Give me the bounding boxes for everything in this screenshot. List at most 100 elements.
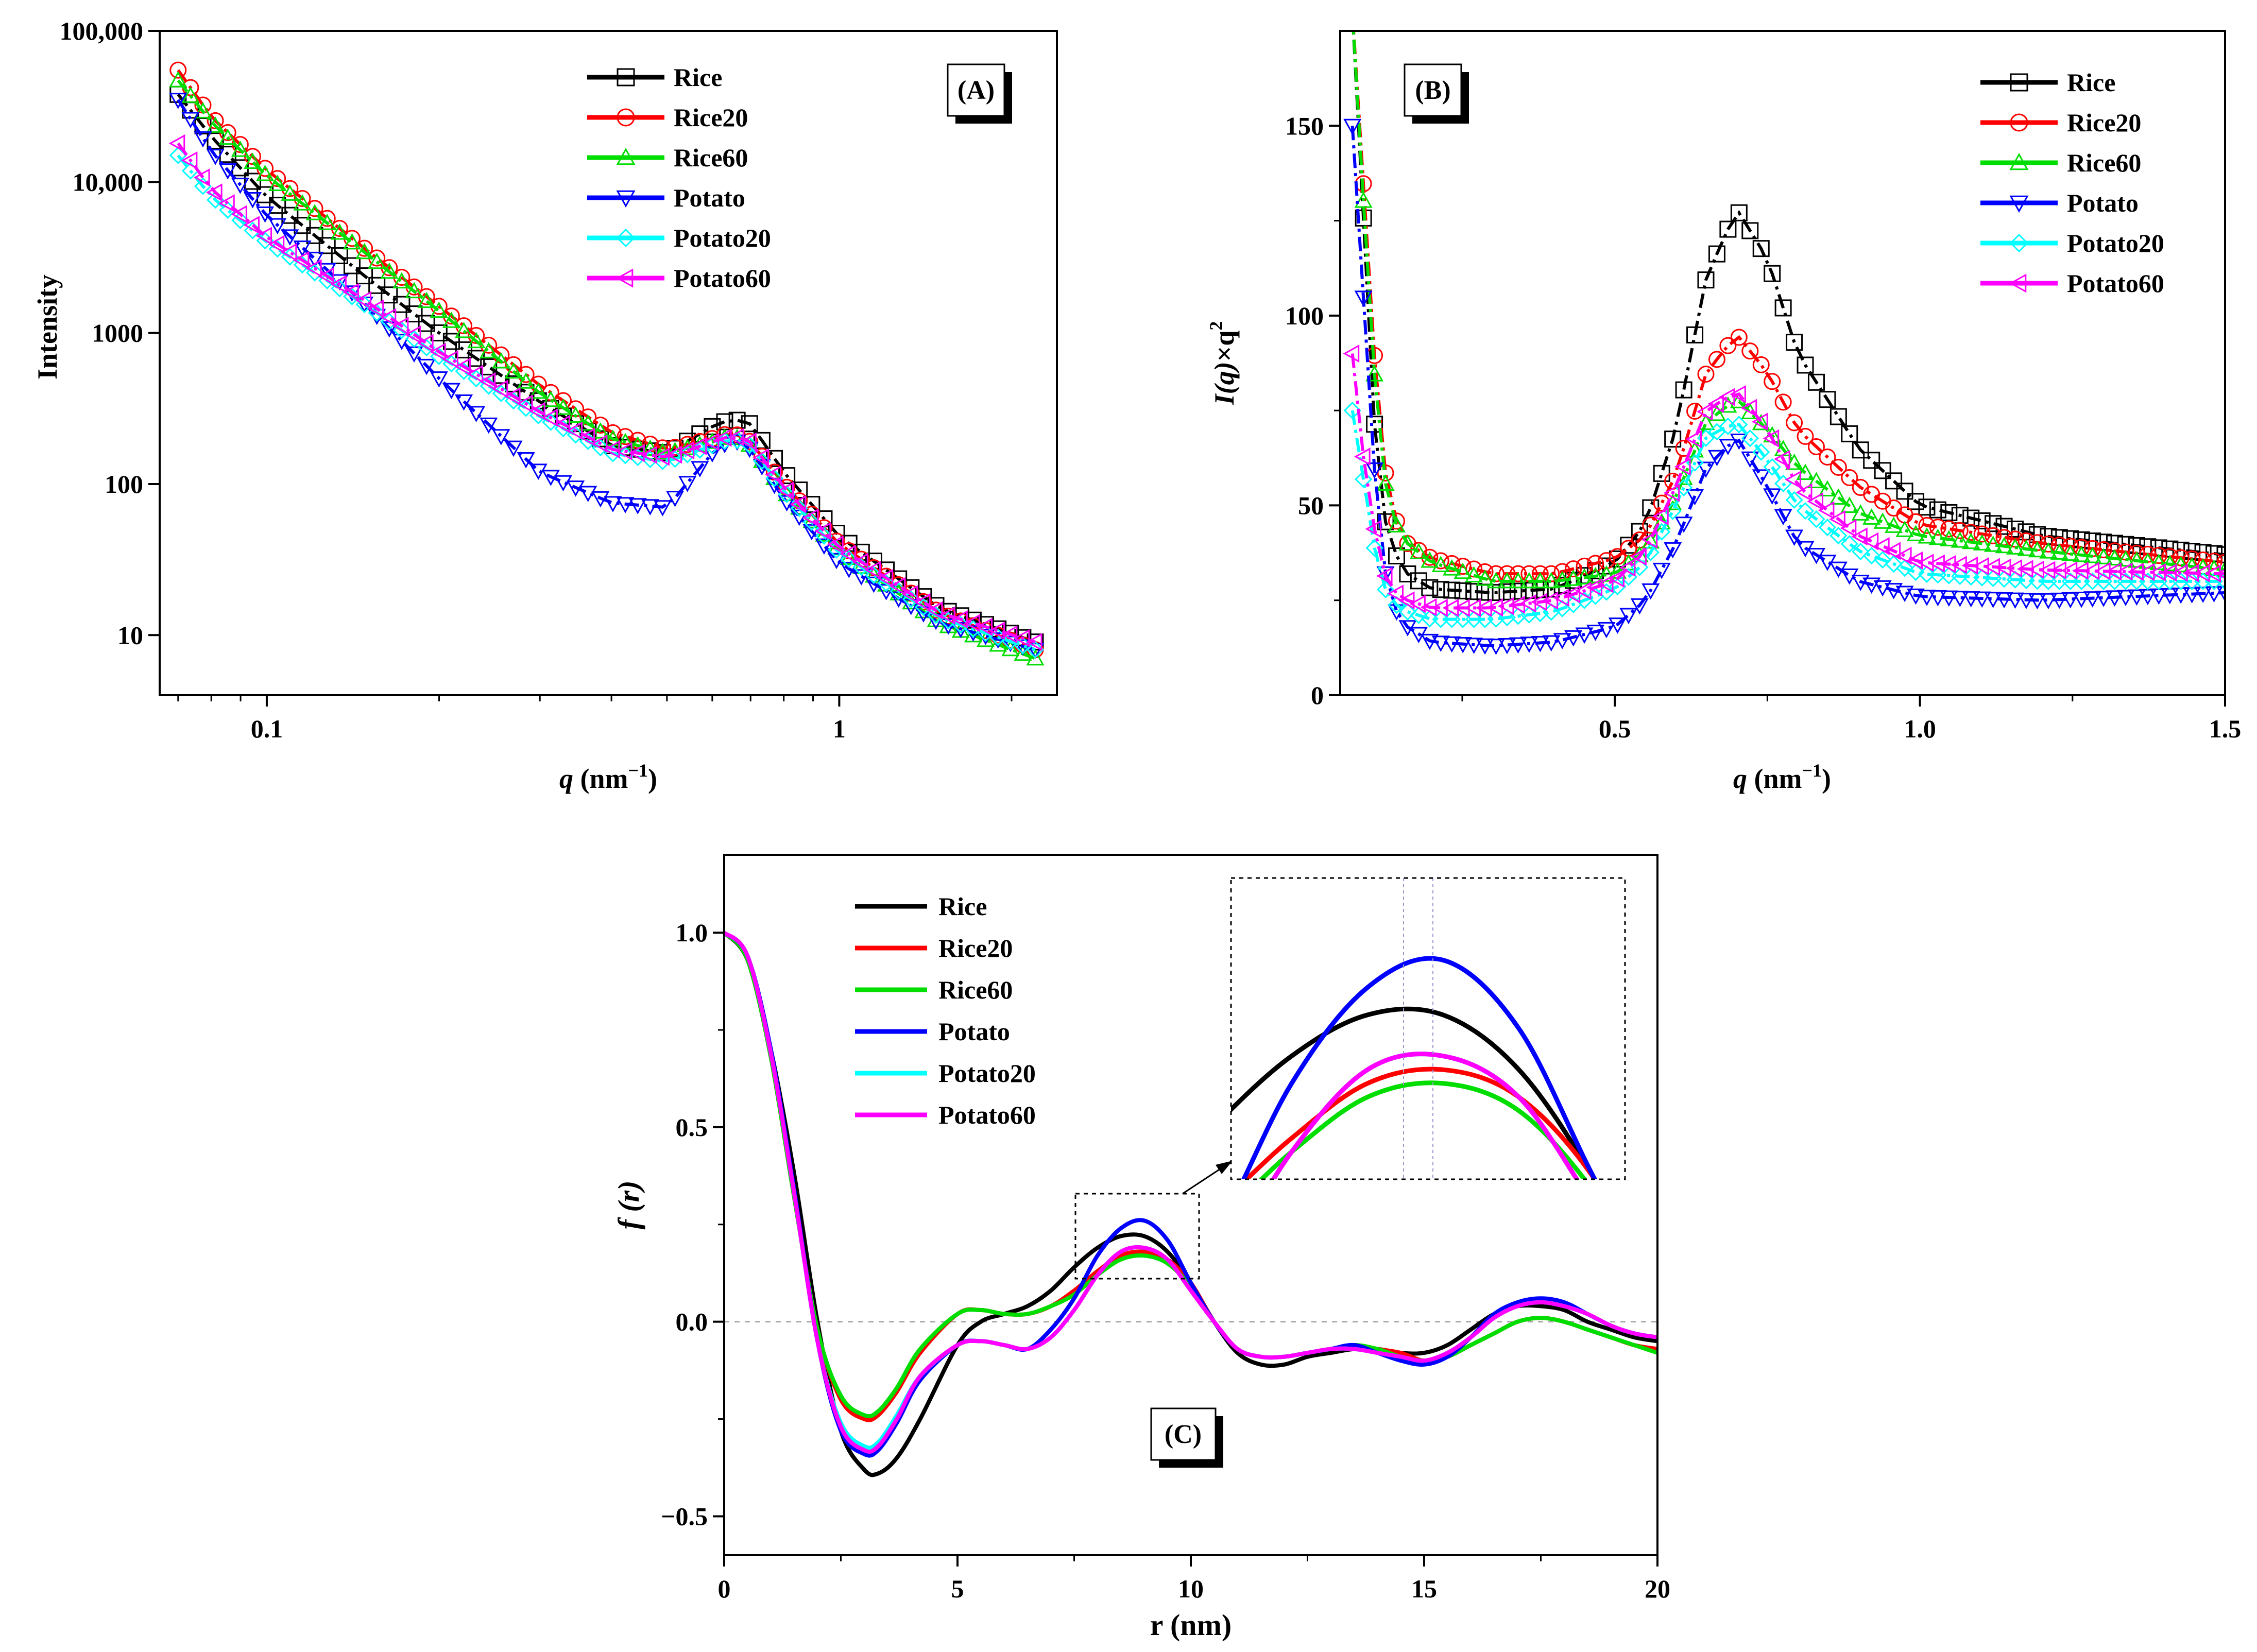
panel-b-point-potato (1509, 637, 1527, 654)
panel-a-series-rice20 (169, 61, 1044, 659)
panel-b-point-potato20 (1741, 429, 1759, 448)
panel-b-point-potato60 (1994, 558, 2011, 577)
panel-b-point-potato (2083, 591, 2102, 608)
panel-a-point-potato60 (628, 444, 645, 462)
panel-b-point-potato60 (2182, 564, 2199, 582)
panel-b-point-rice20 (1962, 524, 1980, 541)
panel-b-point-rice20 (1973, 525, 1991, 543)
panel-b-point-potato60 (1961, 556, 1978, 575)
panel-b-point-rice20 (1587, 555, 1604, 572)
panel-b-point-potato (1619, 608, 1638, 625)
panel-b-point-potato60 (1707, 394, 1724, 413)
panel-b-point-potato (1918, 590, 1936, 606)
panel-b-point-potato60 (1884, 542, 1901, 560)
panel-c-legend-item-potato: Potato (855, 1017, 1010, 1046)
panel-a-point-potato60 (578, 428, 595, 446)
panel-a-point-potato60 (728, 428, 744, 446)
panel-a-point-potato60 (802, 508, 819, 527)
panel-a-point-potato (604, 496, 622, 512)
panel-b-point-potato (2050, 592, 2068, 609)
panel-c-inset-line-potato60 (1271, 1052, 1580, 1179)
panel-b-point-rice20 (1752, 356, 1770, 373)
panel-b-point-rice60 (2161, 555, 2179, 572)
panel-a-point-potato60 (1013, 629, 1030, 647)
panel-a-point-rice60 (194, 102, 212, 118)
panel-b-point-rice (1432, 581, 1449, 598)
panel-b-point-potato60 (1542, 591, 1559, 610)
panel-b-point-potato (1553, 633, 1571, 649)
panel-c-legend-item-rice20: Rice20 (855, 934, 1013, 962)
panel-a-point-rice60 (579, 414, 597, 431)
panel-a-point-rice60 (392, 272, 411, 289)
panel-b-point-rice60 (1575, 568, 1594, 584)
panel-a-point-potato60 (293, 251, 310, 269)
panel-a-point-potato (231, 178, 249, 194)
panel-b-point-rice60 (2072, 545, 2091, 562)
panel-a-x-tick-label: 1 (833, 714, 846, 743)
panel-b-point-rice60 (1597, 565, 1616, 582)
panel-a-legend-marker (616, 147, 636, 165)
panel-c-inset-line-rice (1231, 1006, 1598, 1179)
panel-b-point-rice (1962, 509, 1980, 527)
panel-b-point-potato20 (1398, 603, 1417, 621)
panel-b-point-potato60 (2149, 563, 2166, 581)
panel-b-point-potato60 (1630, 547, 1647, 566)
panel-a-point-potato (641, 499, 659, 515)
panel-a-point-potato (318, 263, 336, 280)
panel-b-point-potato (1575, 627, 1594, 644)
panel-a-point-potato60 (454, 357, 471, 376)
panel-a-point-rice (368, 277, 386, 294)
panel-b-point-rice60 (1873, 512, 1892, 529)
panel-b-point-potato (2072, 592, 2091, 608)
panel-b-point-rice (1907, 493, 1924, 510)
panel-c-line-potato60 (724, 931, 1657, 1454)
panel-b-point-potato60 (1740, 399, 1757, 417)
panel-b-point-rice20 (1345, 4, 1360, 20)
panel-b-point-rice (1841, 425, 1858, 442)
panel-b-point-rice60 (1476, 570, 1494, 586)
panel-b-point-potato20 (1752, 443, 1770, 461)
panel-b-point-rice (1366, 416, 1383, 433)
panel-b-point-potato60 (1343, 345, 1360, 363)
panel-c-legend-label: Potato (938, 1017, 1010, 1046)
panel-b-point-rice60 (1642, 532, 1660, 549)
panel-b-point-rice20 (1543, 565, 1560, 582)
panel-a-point-potato60 (777, 481, 794, 500)
panel-a-point-rice60 (454, 321, 473, 338)
panel-c-zoom-arrowhead (1216, 1161, 1233, 1174)
panel-b-point-potato60 (2083, 562, 2100, 580)
panel-a-legend-label: Potato20 (674, 223, 771, 252)
panel-b-point-potato20 (2017, 571, 2036, 590)
panel-a-point-potato60 (417, 334, 434, 352)
panel-a-point-potato60 (355, 291, 372, 309)
panel-a-point-potato60 (193, 168, 210, 187)
panel-a-legend-marker (615, 268, 634, 288)
panel-b-plot-area (1343, 4, 2225, 655)
panel-b-point-rice (1664, 431, 1682, 448)
panel-b-point-rice20 (1774, 393, 1792, 411)
panel-b-point-rice20 (1388, 512, 1405, 530)
panel-a-point-rice60 (976, 630, 995, 647)
panel-b-point-potato (1431, 635, 1450, 652)
panel-b-point-potato (2105, 590, 2124, 607)
panel-a-point-rice60 (517, 372, 535, 389)
panel-b-point-potato20 (1365, 539, 1383, 557)
panel-a-point-rice60 (231, 141, 249, 157)
panel-b-point-potato60 (1928, 554, 1945, 573)
panel-b-point-rice60 (1962, 532, 1980, 549)
panel-b-point-rice60 (1421, 551, 1439, 568)
panel-b-point-rice60 (1345, 4, 1360, 18)
panel-c-inset-frame (1230, 877, 1626, 1180)
panel-a-point-potato20 (840, 550, 858, 568)
panel-a-point-rice20 (294, 190, 311, 207)
panel-b-point-potato60 (2039, 561, 2056, 579)
panel-b-point-rice (1708, 245, 1725, 263)
panel-c-x-tick-label: 20 (1645, 1574, 1670, 1603)
panel-b-point-rice20 (2150, 547, 2167, 564)
panel-b-point-rice20 (1764, 373, 1781, 390)
panel-b-point-potato60 (1464, 598, 1481, 617)
panel-c-plot-area (724, 931, 1657, 1477)
panel-b-point-rice (1719, 220, 1737, 238)
panel-a-point-potato60 (218, 194, 235, 213)
panel-b-point-rice (1686, 326, 1704, 343)
